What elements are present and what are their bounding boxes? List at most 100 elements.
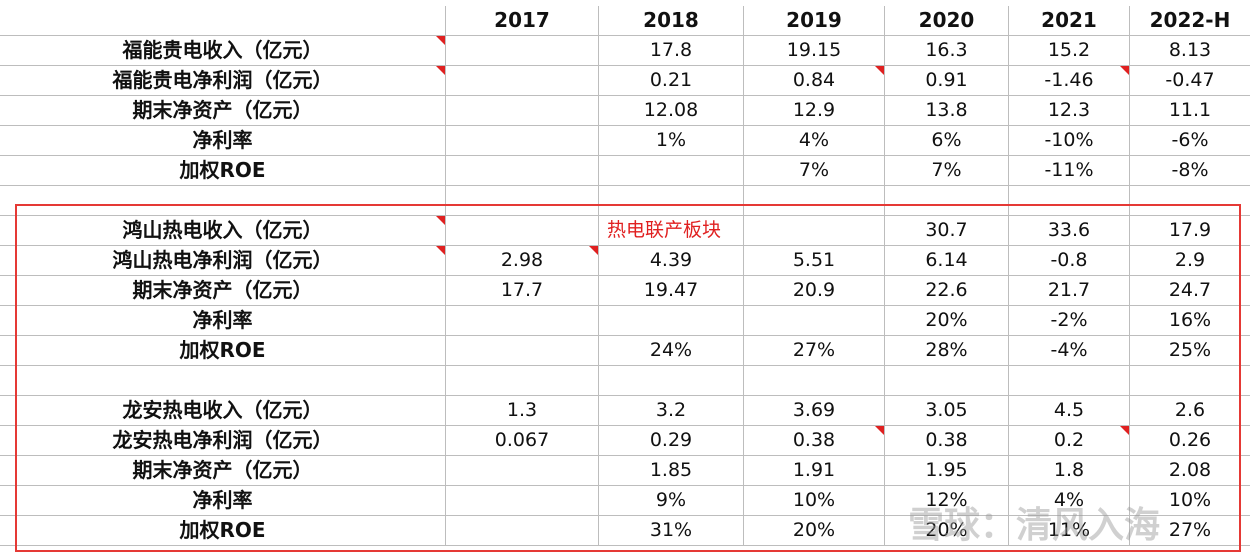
data-cell[interactable]: 12.9 (744, 96, 885, 125)
data-cell[interactable]: 2.6 (1174, 399, 1206, 421)
data-cell[interactable] (744, 216, 885, 245)
data-cell[interactable]: 1.3 (446, 396, 599, 425)
comment-indicator-icon[interactable] (436, 36, 445, 45)
data-cell[interactable]: 22.6 (885, 276, 1009, 305)
row-label[interactable]: 龙安热电收入（亿元） (0, 396, 446, 425)
data-cell[interactable] (446, 486, 599, 515)
data-cell[interactable] (446, 306, 599, 335)
row-label[interactable]: 净利率 (0, 306, 446, 335)
data-cell[interactable] (885, 366, 1009, 395)
data-cell[interactable] (1009, 366, 1130, 395)
data-cell[interactable]: 11% (1009, 516, 1130, 545)
data-cell[interactable]: 0.84 (744, 66, 885, 95)
data-cell[interactable] (446, 36, 599, 65)
data-cell[interactable]: 3.05 (885, 396, 1009, 425)
data-cell[interactable]: -2% (1009, 306, 1130, 335)
data-cell[interactable] (1130, 186, 1250, 215)
data-cell[interactable]: 33.6 (1009, 216, 1130, 245)
data-cell[interactable]: 17.8 (599, 36, 744, 65)
data-cell[interactable] (446, 516, 599, 545)
data-cell[interactable]: 16% (1168, 309, 1212, 331)
comment-indicator-icon[interactable] (589, 246, 598, 255)
data-cell[interactable]: 12.3 (1009, 96, 1130, 125)
row-label[interactable]: 净利率 (0, 126, 446, 155)
comment-indicator-icon[interactable] (1120, 66, 1129, 75)
data-cell[interactable]: 1.85 (599, 456, 744, 485)
data-cell[interactable]: 28% (885, 336, 1009, 365)
row-label[interactable]: 加权ROE (0, 156, 446, 185)
data-cell[interactable]: -8% (1171, 159, 1209, 181)
data-cell[interactable] (446, 366, 599, 395)
data-cell[interactable] (744, 366, 885, 395)
data-cell[interactable]: 20% (885, 306, 1009, 335)
data-cell[interactable]: 4% (1009, 486, 1130, 515)
comment-indicator-icon[interactable] (1120, 426, 1129, 435)
data-cell[interactable]: 24.7 (1168, 279, 1212, 301)
data-cell[interactable]: 3.69 (744, 396, 885, 425)
data-cell[interactable] (446, 336, 599, 365)
column-header[interactable]: 2020 (885, 6, 1009, 35)
data-cell[interactable] (599, 156, 744, 185)
data-cell[interactable]: 27% (1168, 519, 1212, 541)
data-cell[interactable]: 0.067 (446, 426, 599, 455)
data-cell[interactable]: -0.8 (1009, 246, 1130, 275)
comment-indicator-icon[interactable] (436, 66, 445, 75)
data-cell[interactable]: 11.1 (1168, 99, 1212, 121)
column-header[interactable]: 2022-H (1149, 8, 1231, 32)
data-cell[interactable]: 19.47 (599, 276, 744, 305)
data-cell[interactable] (885, 186, 1009, 215)
data-cell[interactable]: 2.9 (1174, 249, 1206, 271)
data-cell[interactable]: 7% (744, 156, 885, 185)
data-cell[interactable] (446, 96, 599, 125)
data-cell[interactable] (446, 126, 599, 155)
data-cell[interactable]: 21.7 (1009, 276, 1130, 305)
data-cell[interactable]: 0.2 (1009, 426, 1130, 455)
data-cell[interactable]: 1% (599, 126, 744, 155)
column-header[interactable]: 2021 (1009, 6, 1130, 35)
data-cell[interactable]: 4% (744, 126, 885, 155)
data-cell[interactable]: -6% (1171, 129, 1209, 151)
data-cell[interactable]: 2.08 (1168, 459, 1212, 481)
comment-indicator-icon[interactable] (875, 426, 884, 435)
data-cell[interactable]: 5.51 (744, 246, 885, 275)
data-cell[interactable]: 9% (599, 486, 744, 515)
data-cell[interactable]: 7% (885, 156, 1009, 185)
column-header[interactable]: 2017 (446, 6, 599, 35)
data-cell[interactable] (599, 366, 744, 395)
data-cell[interactable]: 20% (744, 516, 885, 545)
data-cell[interactable]: 12.08 (599, 96, 744, 125)
data-cell[interactable]: 6.14 (885, 246, 1009, 275)
data-cell[interactable]: 0.26 (1168, 429, 1212, 451)
data-cell[interactable] (446, 186, 599, 215)
row-label[interactable]: 福能贵电净利润（亿元） (0, 66, 446, 95)
data-cell[interactable]: 3.2 (599, 396, 744, 425)
data-cell[interactable]: 4.5 (1009, 396, 1130, 425)
row-label[interactable]: 龙安热电净利润（亿元） (0, 426, 446, 455)
data-cell[interactable]: 25% (1168, 339, 1212, 361)
row-label[interactable]: 期末净资产（亿元） (0, 456, 446, 485)
comment-indicator-icon[interactable] (436, 216, 445, 225)
row-label[interactable]: 净利率 (0, 486, 446, 515)
data-cell[interactable] (599, 306, 744, 335)
data-cell[interactable]: 31% (599, 516, 744, 545)
data-cell[interactable] (1009, 186, 1130, 215)
column-header[interactable]: 2018 (599, 6, 744, 35)
row-label[interactable]: 期末净资产（亿元） (0, 276, 446, 305)
data-cell[interactable]: 10% (744, 486, 885, 515)
comment-indicator-icon[interactable] (436, 246, 445, 255)
data-cell[interactable]: 24% (599, 336, 744, 365)
data-cell[interactable] (1130, 366, 1250, 395)
row-label[interactable] (0, 366, 446, 395)
data-cell[interactable]: 0.38 (885, 426, 1009, 455)
data-cell[interactable] (446, 66, 599, 95)
comment-indicator-icon[interactable] (875, 66, 884, 75)
data-cell[interactable]: 17.9 (1168, 219, 1212, 241)
column-header[interactable]: 2019 (744, 6, 885, 35)
data-cell[interactable]: -1.46 (1009, 66, 1130, 95)
data-cell[interactable]: 2.98 (446, 246, 599, 275)
data-cell[interactable]: 1.95 (885, 456, 1009, 485)
data-cell[interactable]: 0.29 (599, 426, 744, 455)
data-cell[interactable]: -10% (1009, 126, 1130, 155)
row-label[interactable] (0, 186, 446, 215)
data-cell[interactable] (599, 186, 744, 215)
